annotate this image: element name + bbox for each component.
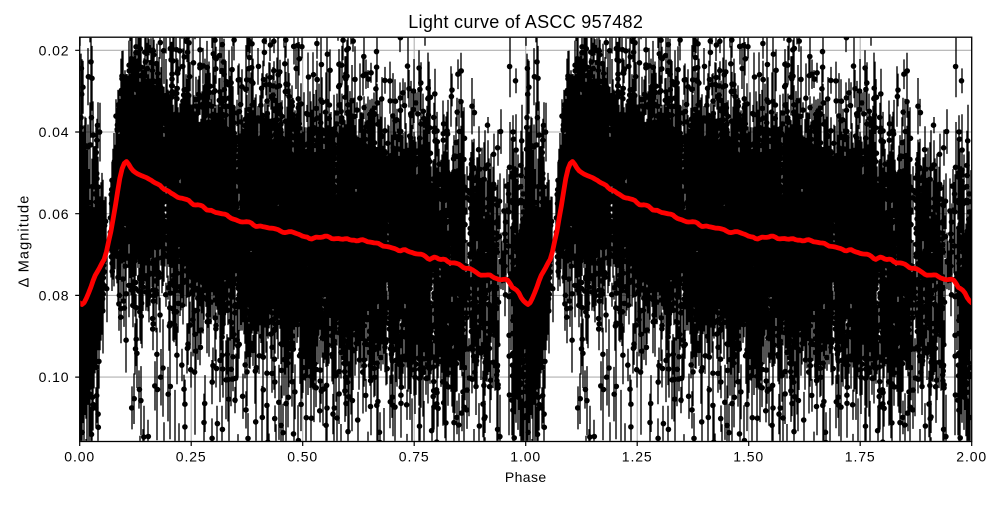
- svg-text:0.06: 0.06: [39, 206, 70, 222]
- svg-text:Phase: Phase: [505, 469, 547, 485]
- svg-text:0.25: 0.25: [176, 449, 207, 465]
- svg-text:0.00: 0.00: [64, 449, 95, 465]
- svg-text:2.00: 2.00: [956, 449, 987, 465]
- svg-text:Light curve of ASCC 957482: Light curve of ASCC 957482: [408, 12, 643, 32]
- svg-text:Δ Magnitude: Δ Magnitude: [17, 195, 33, 288]
- svg-text:0.02: 0.02: [39, 42, 70, 58]
- svg-text:1.25: 1.25: [622, 449, 653, 465]
- svg-text:0.08: 0.08: [39, 288, 70, 304]
- svg-text:1.00: 1.00: [510, 449, 541, 465]
- svg-text:1.75: 1.75: [845, 449, 876, 465]
- svg-text:0.50: 0.50: [287, 449, 318, 465]
- svg-text:0.75: 0.75: [399, 449, 430, 465]
- svg-text:0.04: 0.04: [39, 124, 70, 140]
- svg-text:0.10: 0.10: [39, 369, 70, 385]
- svg-text:1.50: 1.50: [733, 449, 764, 465]
